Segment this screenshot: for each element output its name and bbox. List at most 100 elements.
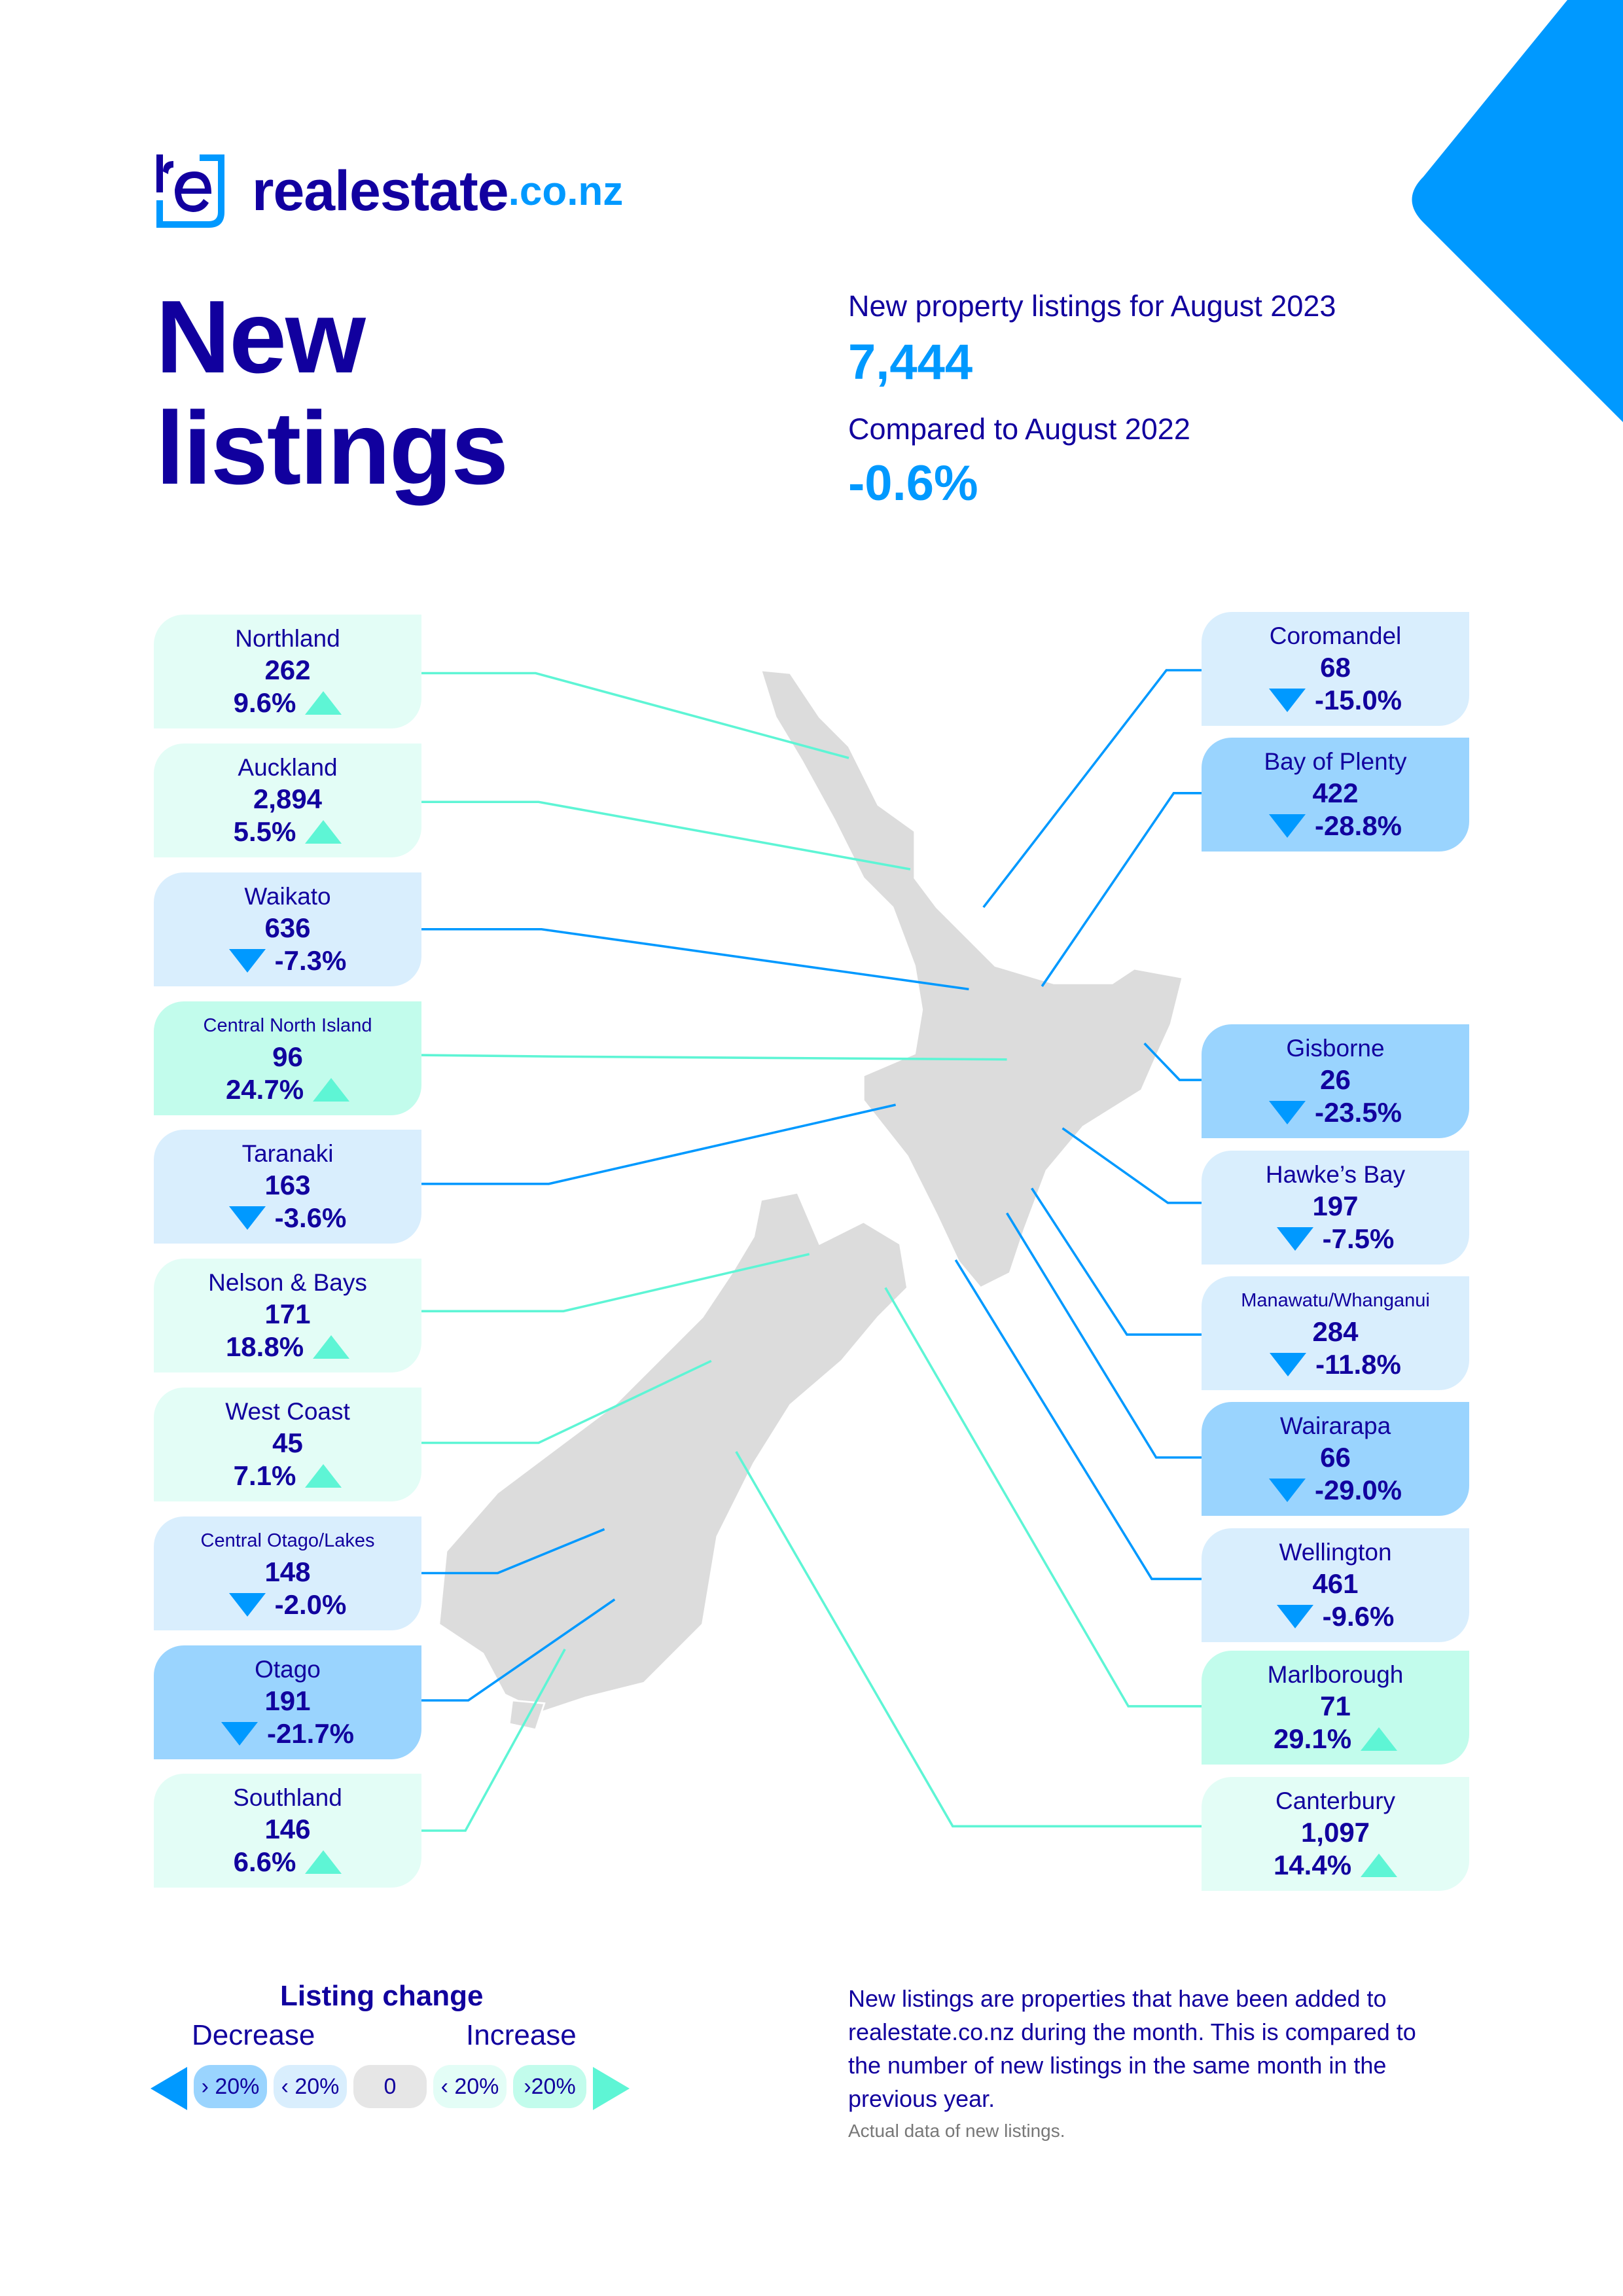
decrease-arrow-icon	[228, 1206, 266, 1230]
decrease-arrow-icon	[1276, 1605, 1313, 1628]
region-name: Marlborough	[1267, 1661, 1404, 1688]
region-count: 68	[1320, 652, 1351, 683]
region-change-row: -29.0%	[1202, 1474, 1469, 1507]
region-box-wellington: Wellington 461 -9.6%	[1202, 1528, 1469, 1642]
region-change: 6.6%	[233, 1846, 296, 1877]
region-change-row: -9.6%	[1202, 1600, 1469, 1633]
region-box-west-coast: West Coast 45 7.1%	[154, 1388, 421, 1501]
region-change: 14.4%	[1273, 1850, 1352, 1880]
decrease-arrow-icon	[1268, 1479, 1306, 1502]
footnote: New listings are properties that have be…	[848, 1985, 1416, 2112]
region-change: -9.6%	[1322, 1601, 1395, 1632]
region-name: West Coast	[225, 1398, 350, 1425]
region-change: -21.7%	[266, 1718, 355, 1749]
north-island	[759, 669, 1184, 1289]
region-change-row: 6.6%	[154, 1846, 421, 1878]
region-name: Central Otago/Lakes	[200, 1530, 375, 1551]
region-box-southland: Southland 146 6.6%	[154, 1774, 421, 1888]
legend-chip-increase-over-20: ›20%	[513, 2065, 586, 2108]
region-change-row: -15.0%	[1202, 684, 1469, 717]
region-box-bay-of-plenty: Bay of Plenty 422 -28.8%	[1202, 738, 1469, 852]
region-change-row: -21.7%	[154, 1717, 421, 1750]
region-box-waikato: Waikato 636 -7.3%	[154, 872, 421, 986]
region-change: -2.0%	[274, 1589, 347, 1620]
region-change-row: 5.5%	[154, 816, 421, 848]
region-change: 7.1%	[233, 1460, 296, 1491]
region-change: -23.5%	[1314, 1097, 1402, 1128]
region-name: Coromandel	[1269, 622, 1402, 649]
title-line-2: listings	[156, 391, 508, 506]
increase-arrow-icon	[305, 820, 342, 844]
region-count: 636	[264, 912, 311, 943]
leader-line-central-otago-lakes	[421, 1528, 605, 1575]
region-change: -15.0%	[1314, 685, 1402, 715]
region-change-row: -23.5%	[1202, 1096, 1469, 1129]
leader-line-canterbury	[735, 1451, 1202, 1828]
region-change: -7.3%	[274, 945, 347, 976]
logo-mark-icon	[156, 154, 224, 228]
legend-increase-label: Increase	[466, 2019, 577, 2051]
leader-line-nelson-bays	[421, 1253, 810, 1313]
region-name: Gisborne	[1286, 1035, 1385, 1062]
increase-arrow-icon	[1361, 1854, 1398, 1877]
region-change: 5.5%	[233, 816, 296, 847]
decrease-arrow-icon	[228, 949, 266, 973]
decrease-arrow-icon	[1268, 1101, 1306, 1124]
region-name: Southland	[233, 1784, 342, 1811]
region-name: Nelson & Bays	[208, 1269, 367, 1296]
region-name: Auckland	[238, 754, 338, 781]
region-change: -11.8%	[1315, 1349, 1401, 1380]
leader-line-manawatu-whanganui	[1031, 1187, 1202, 1336]
region-box-nelson-bays: Nelson & Bays 171 18.8%	[154, 1259, 421, 1372]
leader-line-hawke-s-bay	[1061, 1127, 1202, 1204]
region-change-row: -11.8%	[1202, 1348, 1469, 1381]
region-box-coromandel: Coromandel 68 -15.0%	[1202, 612, 1469, 726]
region-name: Northland	[235, 625, 340, 652]
region-count: 71	[1320, 1691, 1351, 1721]
leader-line-taranaki	[421, 1103, 896, 1185]
region-box-marlborough: Marlborough 71 29.1%	[1202, 1651, 1469, 1765]
region-count: 45	[272, 1427, 303, 1458]
region-count: 96	[272, 1041, 303, 1072]
decrease-arrow-icon	[1268, 689, 1306, 712]
increase-arrow-icon	[305, 691, 342, 715]
region-name: Central North Island	[203, 1015, 372, 1036]
region-change-row: -2.0%	[154, 1588, 421, 1621]
region-name: Waikato	[244, 883, 331, 910]
south-island	[438, 1191, 908, 1713]
increase-arrow-icon	[313, 1078, 350, 1102]
leader-line-southland	[421, 1648, 566, 1832]
region-change: 24.7%	[225, 1074, 304, 1105]
decrease-arrow-icon	[1276, 1227, 1313, 1251]
legend-chip-decrease-under-20: ‹ 20%	[274, 2065, 347, 2108]
increase-arrow-icon	[305, 1464, 342, 1488]
leader-line-gisborne	[1143, 1042, 1202, 1081]
region-count: 26	[1320, 1064, 1351, 1095]
region-name: Wellington	[1279, 1539, 1392, 1566]
legend-decrease-label: Decrease	[192, 2019, 315, 2051]
region-change-row: 29.1%	[1202, 1723, 1469, 1755]
region-count: 163	[264, 1170, 311, 1200]
leader-line-northland	[421, 672, 849, 759]
region-count: 148	[264, 1556, 311, 1587]
region-change: -3.6%	[274, 1202, 347, 1233]
region-box-northland: Northland 262 9.6%	[154, 615, 421, 728]
legend-decrease-arrow-icon	[151, 2067, 187, 2110]
region-change-row: -7.5%	[1202, 1223, 1469, 1255]
legend-title: Listing change	[280, 1980, 484, 2012]
stewart-island	[508, 1699, 546, 1731]
region-count: 1,097	[1300, 1817, 1370, 1848]
region-count: 284	[1312, 1316, 1359, 1347]
region-change-row: 14.4%	[1202, 1849, 1469, 1882]
region-count: 191	[264, 1685, 311, 1716]
region-count: 146	[264, 1814, 311, 1844]
legend-increase-arrow-icon	[593, 2067, 630, 2110]
page-title: New listings	[156, 281, 508, 506]
region-count: 422	[1312, 778, 1359, 808]
leader-line-bay-of-plenty	[1041, 792, 1202, 987]
region-change-row: 7.1%	[154, 1460, 421, 1492]
region-box-hawke-s-bay: Hawke’s Bay 197 -7.5%	[1202, 1151, 1469, 1265]
region-count: 66	[1320, 1442, 1351, 1473]
region-change-row: 24.7%	[154, 1073, 421, 1106]
